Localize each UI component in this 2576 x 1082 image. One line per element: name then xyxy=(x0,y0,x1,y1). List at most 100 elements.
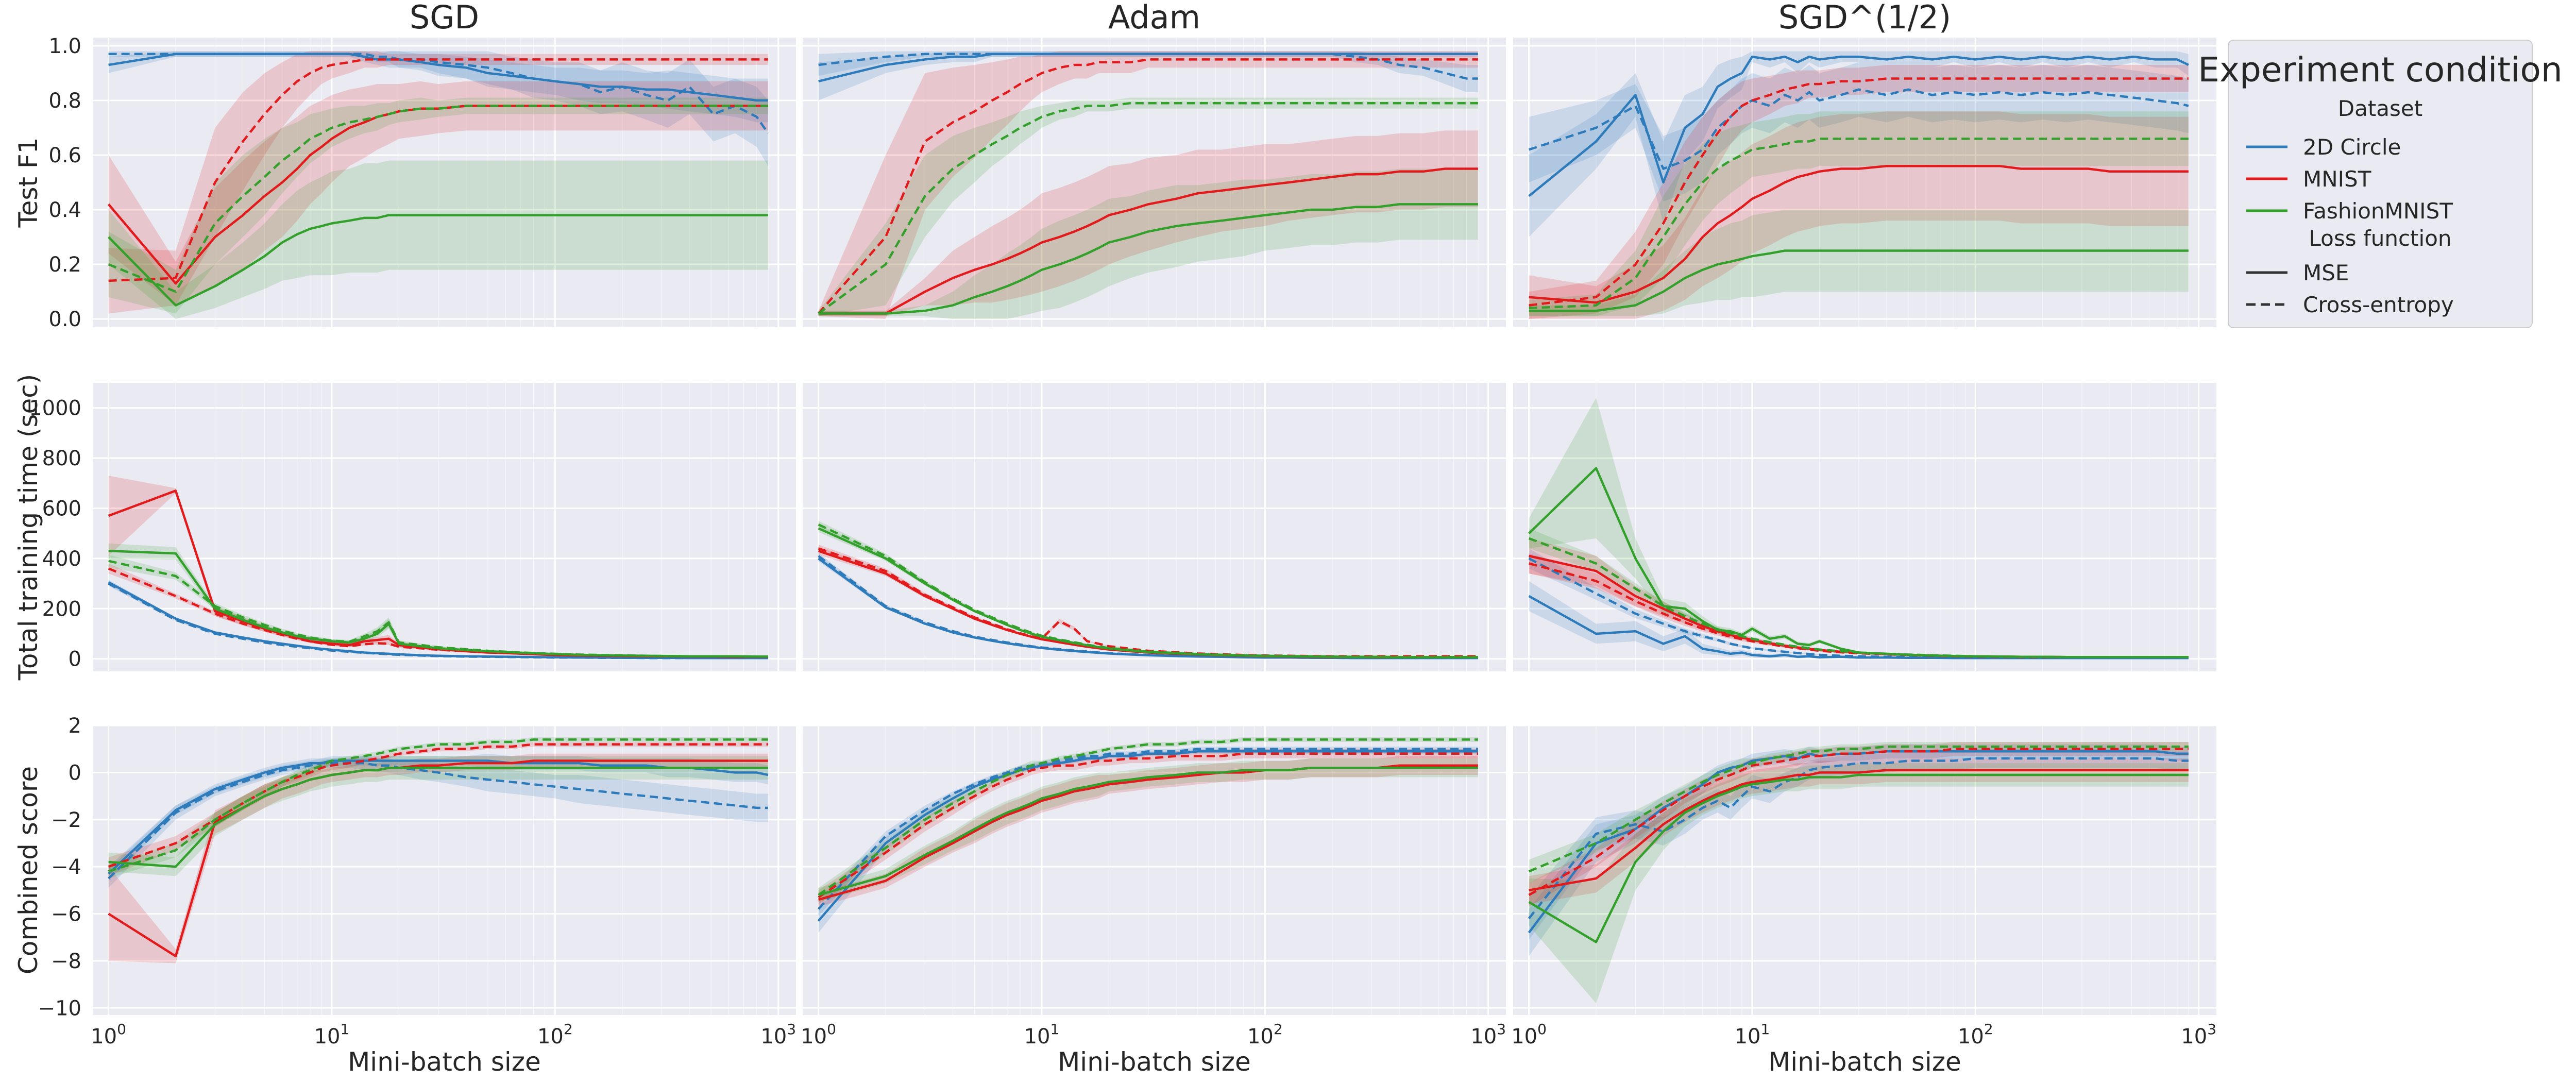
line-fashionmnist-cross-entropy xyxy=(108,738,768,873)
line-fashionmnist-cross-entropy xyxy=(818,738,1478,896)
y-tick-label: 2 xyxy=(69,714,81,738)
y-tick-label: 0.8 xyxy=(48,89,81,113)
band-fashionmnist-cross-entropy xyxy=(108,97,768,314)
line-mnist-cross-entropy xyxy=(1529,77,2189,307)
band-fashionmnist-mse xyxy=(818,168,1478,319)
band-fashionmnist-cross-entropy xyxy=(818,97,1478,316)
band-mnist-mse xyxy=(108,476,768,657)
panel-background xyxy=(803,725,1506,1015)
line-mnist-mse xyxy=(1529,769,2189,892)
band-fashionmnist-mse xyxy=(1529,398,2189,658)
band-mnist-mse xyxy=(1529,111,2189,319)
line-2d-circle-cross-entropy xyxy=(1528,757,2189,920)
panel-sgd-total-training-time-sec: 0 200 400 600 800 1000 xyxy=(29,383,796,671)
legend-label-fashionmnist: FashionMNIST xyxy=(2303,198,2453,224)
line-2d-circle-mse xyxy=(1528,750,2189,934)
band-fashionmnist-mse xyxy=(818,758,1478,902)
y-tick-label: 0.4 xyxy=(48,198,81,222)
line-2d-circle-cross-entropy xyxy=(108,762,768,880)
panel-background xyxy=(93,725,796,1015)
series-group-adam-total-training-time-sec xyxy=(818,520,1478,660)
x-tick-label: 102 xyxy=(1247,1021,1283,1049)
band-mnist-mse xyxy=(818,130,1478,316)
legend-label-mse: MSE xyxy=(2303,260,2349,285)
line-fashionmnist-cross-entropy xyxy=(108,105,768,293)
y-tick-label: 0.2 xyxy=(48,253,81,277)
band-2d-circle-mse xyxy=(1529,51,2189,237)
legend-title: Experiment condition xyxy=(2198,50,2562,90)
series-group-sgd-1-2-combined-score xyxy=(1528,742,2189,1004)
line-2d-circle-cross-entropy xyxy=(108,582,768,660)
x-tick-label: 102 xyxy=(537,1021,573,1049)
band-fashionmnist-cross-entropy xyxy=(1529,111,2189,316)
line-fashionmnist-cross-entropy xyxy=(818,523,1478,658)
line-2d-circle-cross-entropy xyxy=(817,748,1478,910)
series-group-adam-test-f1 xyxy=(817,51,1478,319)
x-tick-label: 103 xyxy=(760,1021,796,1049)
line-fashionmnist-cross-entropy xyxy=(108,560,768,658)
y-tick-label: −4 xyxy=(51,855,81,879)
series-group-adam-combined-score xyxy=(817,737,1478,933)
band-fashionmnist-mse xyxy=(108,160,768,319)
line-fashionmnist-mse xyxy=(108,766,768,868)
line-2d-circle-cross-entropy xyxy=(1528,88,2189,170)
x-axis-label: Mini-batch size xyxy=(1768,1047,1961,1077)
line-fashionmnist-mse xyxy=(818,766,1478,897)
panel-background xyxy=(803,383,1506,671)
x-axis-label: Mini-batch size xyxy=(348,1047,541,1077)
legend-dataset-heading: Dataset xyxy=(2338,96,2422,121)
column-title-sgd-1-2: SGD^(1/2) xyxy=(1778,0,1951,36)
line-fashionmnist-cross-entropy xyxy=(1528,537,2189,658)
band-2d-circle-cross-entropy xyxy=(108,51,768,166)
y-tick-label: −6 xyxy=(51,903,81,926)
y-axis-label-combined-score: Combined score xyxy=(13,766,43,974)
y-tick-label: 800 xyxy=(42,447,81,470)
y-axis-label-test-f1: Test F1 xyxy=(13,138,43,228)
band-2d-circle-mse xyxy=(108,753,768,881)
y-tick-label: 0 xyxy=(69,761,81,785)
panel-background xyxy=(93,383,796,671)
band-mnist-cross-entropy xyxy=(108,51,768,314)
series-group-sgd-total-training-time-sec xyxy=(108,476,768,660)
line-fashionmnist-cross-entropy xyxy=(818,102,1478,315)
y-tick-label: 1.0 xyxy=(48,35,81,58)
series-group-sgd-1-2-test-f1 xyxy=(1528,51,2189,319)
line-2d-circle-mse xyxy=(108,53,768,102)
y-tick-label: 0.0 xyxy=(48,308,81,331)
panel-sgd-combined-score: −10 −8 −6 −4 −2 0 2 100 101 102 103 xyxy=(38,714,796,1049)
panel-background xyxy=(93,38,796,327)
band-2d-circle-mse xyxy=(1529,581,2189,659)
panel-background xyxy=(1513,38,2216,327)
column-title-sgd: SGD xyxy=(410,0,479,36)
panels: 0.00.20.40.60.81.002004006008001000−10−8… xyxy=(13,0,2216,1077)
band-mnist-cross-entropy xyxy=(818,51,1478,319)
band-fashionmnist-mse xyxy=(1529,763,2189,1004)
y-tick-label: 600 xyxy=(42,497,81,520)
y-tick-label: −2 xyxy=(51,808,81,832)
panel-background xyxy=(803,38,1506,327)
x-tick-label: 101 xyxy=(314,1021,350,1049)
x-tick-label: 103 xyxy=(2181,1021,2216,1049)
panel-adam-total-training-time-sec xyxy=(803,383,1506,671)
line-2d-circle-mse xyxy=(817,750,1478,922)
line-fashionmnist-mse xyxy=(1529,249,2189,312)
band-mnist-mse xyxy=(108,81,768,306)
band-2d-circle-cross-entropy xyxy=(818,51,1478,92)
line-fashionmnist-mse xyxy=(107,214,768,307)
y-tick-label: −10 xyxy=(38,996,81,1020)
legend-label-cross-entropy: Cross-entropy xyxy=(2303,292,2454,317)
legend-loss-heading: Loss function xyxy=(2309,226,2451,251)
column-title-adam: Adam xyxy=(1108,0,1200,36)
legend-label-mnist: MNIST xyxy=(2303,166,2371,192)
x-tick-label: 101 xyxy=(1735,1021,1770,1049)
line-fashionmnist-cross-entropy xyxy=(1528,745,2189,873)
x-axis-label: Mini-batch size xyxy=(1058,1047,1251,1077)
panel-adam-test-f1 xyxy=(803,38,1506,327)
x-tick-label: 100 xyxy=(1511,1021,1547,1049)
band-mnist-mse xyxy=(1529,758,2189,905)
band-mnist-cross-entropy xyxy=(108,563,768,657)
x-tick-label: 102 xyxy=(1958,1021,1993,1049)
line-mnist-cross-entropy xyxy=(817,58,1478,314)
series-group-sgd-test-f1 xyxy=(107,51,769,319)
